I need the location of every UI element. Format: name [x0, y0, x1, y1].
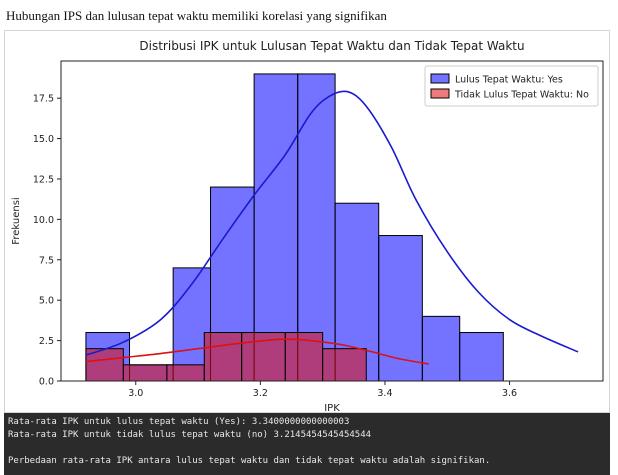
histogram-bar-yes [378, 235, 423, 382]
console-line [8, 442, 606, 455]
page-heading: Hubungan IPS dan lulusan tepat waktu mem… [6, 8, 387, 23]
y-tick-label: 0.0 [39, 377, 54, 388]
x-tick-label: 3.2 [253, 388, 268, 399]
plot-area-frame [60, 60, 604, 382]
x-axis-label: IPK [324, 403, 340, 412]
histogram-bar-no [166, 364, 205, 382]
kde-line-no [85, 338, 429, 365]
x-axis-ticks: 3.0 3.2 3.4 3.6 [128, 381, 517, 399]
y-axis-label: Frekuensi [11, 197, 22, 244]
histogram-bar-yes [421, 315, 461, 382]
y-tick-label: 12.5 [33, 174, 54, 185]
y-tick-label: 5.0 [39, 296, 54, 307]
chart-legend: Lulus Tepat Waktu: Yes Tidak Lulus Tepat … [424, 65, 599, 107]
y-tick-label: 10.0 [33, 215, 54, 226]
console-line: Perbedaan rata-rata IPK antara lulus tep… [8, 456, 491, 466]
x-tick-label: 3.6 [502, 388, 517, 399]
x-tick-label: 3.0 [128, 388, 143, 399]
bars-layer [85, 73, 504, 382]
x-tick-label: 3.4 [377, 388, 392, 399]
histogram-bar-no [322, 348, 367, 382]
y-tick-label: 15.0 [33, 134, 54, 145]
histogram-chart: Distribusi IPK untuk Lulusan Tepat Waktu… [11, 39, 604, 412]
legend-label: Lulus Tepat Waktu: Yes [455, 75, 563, 86]
output-console: Rata-rata IPK untuk lulus tepat waktu (Y… [4, 413, 610, 475]
y-tick-label: 2.5 [39, 336, 54, 347]
console-line: Rata-rata IPK untuk tidak lulus tepat wa… [8, 430, 372, 440]
y-axis-ticks: 0.0 2.5 5.0 7.5 10.0 12.5 15.0 17.5 [33, 94, 61, 388]
legend-label: Tidak Lulus Tepat Waktu: No [454, 90, 589, 101]
y-tick-label: 17.5 [33, 94, 54, 105]
chart-figure: Distribusi IPK untuk Lulusan Tepat Waktu… [4, 30, 610, 413]
histogram-bar-no [85, 348, 124, 382]
chart-title: Distribusi IPK untuk Lulusan Tepat Waktu… [139, 39, 524, 53]
histogram-bar-no [122, 364, 168, 382]
legend-box [424, 65, 599, 107]
kde-line-yes [85, 90, 579, 356]
histogram-bar-yes [459, 332, 504, 382]
legend-swatch [430, 88, 450, 99]
histogram-bar-no [203, 332, 243, 382]
kde-layer [85, 90, 579, 365]
console-line: Rata-rata IPK untuk lulus tepat waktu (Y… [8, 417, 350, 427]
legend-swatch [430, 73, 450, 84]
y-tick-label: 7.5 [39, 255, 54, 266]
